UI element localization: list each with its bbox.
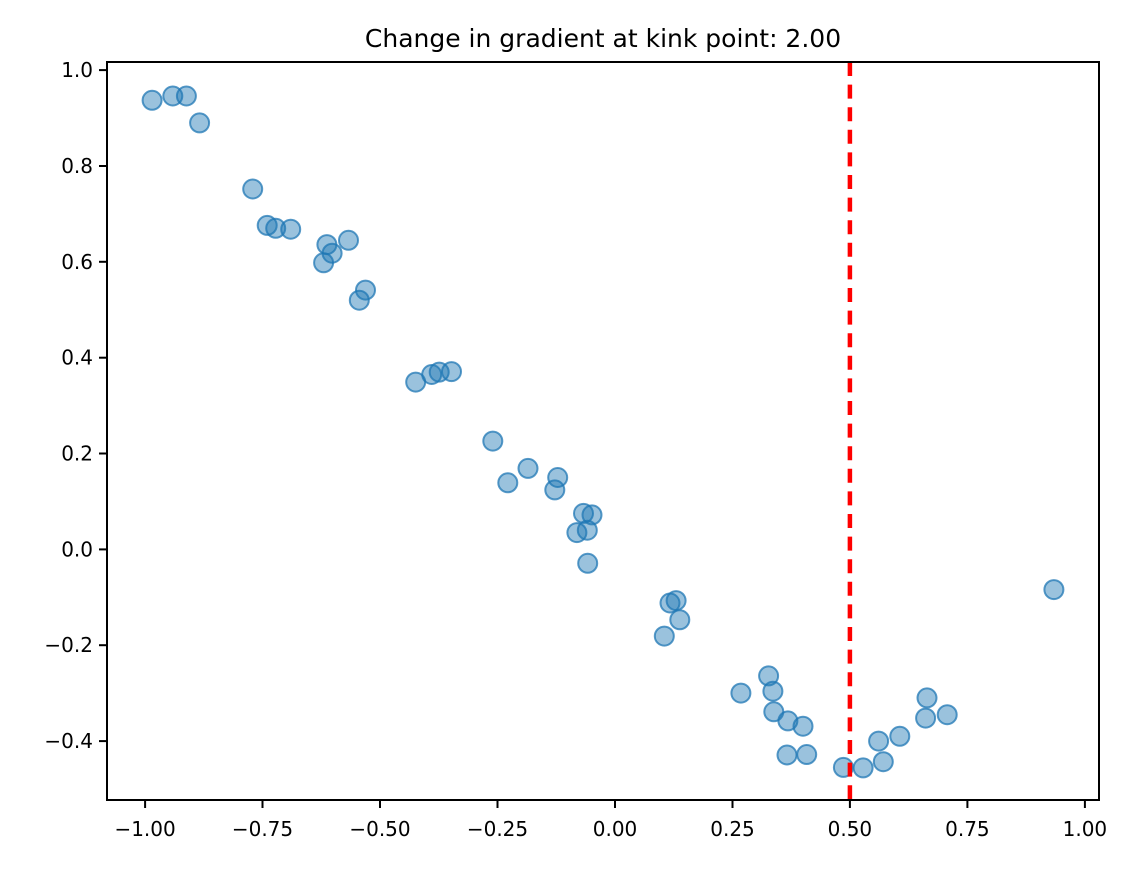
axes-layer: −1.00 −0.75 −0.50 −0.25 0.00 0.25 0.50 0.75 1.00… — [44, 58, 1107, 841]
scatter-point — [547, 467, 569, 488]
x-tick-label: 0.50 — [828, 817, 873, 841]
scatter-point — [776, 744, 798, 766]
scatter-point — [581, 504, 603, 526]
scatter-point — [1043, 579, 1065, 601]
scatter-point — [313, 252, 335, 274]
scatter-point — [758, 665, 780, 687]
scatter-point — [852, 757, 874, 779]
scatter-point — [566, 522, 588, 544]
y-tick-label: 0.2 — [61, 442, 93, 466]
x-tick-label: 0.75 — [945, 817, 990, 841]
y-tick-label: 0.6 — [61, 250, 93, 274]
scatter-point — [175, 85, 197, 107]
scatter-point — [762, 680, 784, 702]
scatter-point — [792, 715, 814, 737]
y-tick-label: 0.8 — [61, 154, 93, 178]
scatter-point — [242, 178, 264, 200]
scatter-point — [916, 687, 938, 709]
plot-border-spines — [106, 61, 1100, 801]
x-tick-label: −1.00 — [114, 817, 175, 841]
scatter-point — [280, 218, 302, 240]
scatter-point — [872, 751, 894, 773]
x-tick-label: 1.00 — [1063, 817, 1108, 841]
scatter-point — [517, 457, 539, 479]
scatter-point — [482, 430, 504, 452]
y-tick-label: 1.0 — [61, 58, 93, 82]
scatter-point — [355, 279, 376, 301]
scatter-point — [665, 590, 687, 612]
scatter-point — [497, 472, 519, 494]
scatter-point — [141, 89, 163, 111]
scatter-point — [577, 552, 599, 574]
scatter-point — [730, 682, 752, 704]
scatter-point — [338, 229, 359, 251]
scatter-point — [653, 625, 675, 647]
scatter-point — [868, 730, 890, 752]
scatter-point — [936, 704, 958, 726]
x-tick-label: −0.25 — [467, 817, 528, 841]
scatter-point — [189, 112, 211, 134]
scatter-point — [441, 361, 462, 383]
scatter-point — [669, 609, 691, 631]
y-tick-label: 0.0 — [61, 537, 93, 561]
x-tick-label: 0.00 — [593, 817, 638, 841]
scatter-point — [889, 725, 911, 747]
y-tick-label: −0.4 — [44, 729, 93, 753]
scatter-point — [796, 744, 818, 765]
data-points-layer — [141, 85, 1065, 779]
y-tick-label: −0.2 — [44, 633, 93, 657]
x-tick-label: −0.75 — [232, 817, 293, 841]
scatter-point — [915, 707, 937, 729]
scatter-point — [265, 217, 287, 239]
scatter-point — [544, 479, 566, 501]
scatter-point — [348, 289, 370, 311]
x-tick-label: 0.25 — [710, 817, 755, 841]
y-tick-label: 0.4 — [61, 346, 93, 370]
chart-title: Change in gradient at kink point: 2.00 — [365, 24, 841, 53]
x-tick-label: −0.50 — [349, 817, 410, 841]
